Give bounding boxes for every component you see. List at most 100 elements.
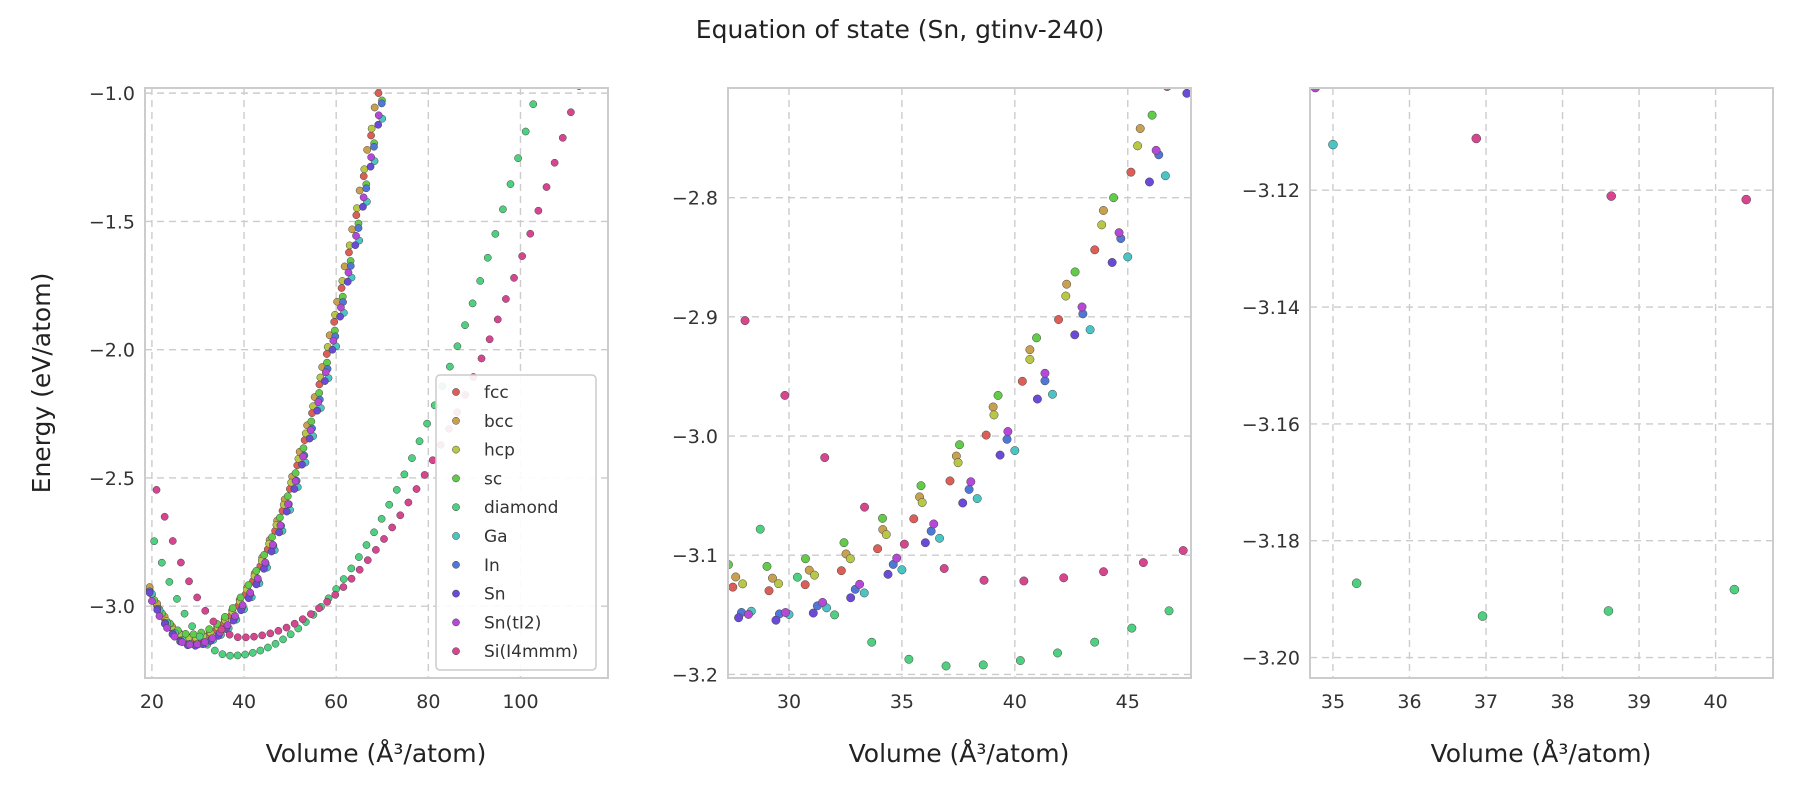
x-tick-label: 38 <box>1550 691 1574 713</box>
legend-label: Si(I4mmm) <box>484 642 578 662</box>
panel-3-frame <box>1309 87 1774 679</box>
data-point <box>917 498 927 507</box>
data-point <box>274 626 283 635</box>
data-point <box>743 609 753 619</box>
data-point <box>966 477 976 487</box>
data-point <box>1138 558 1148 568</box>
data-point <box>1015 656 1025 666</box>
data-point <box>347 564 356 573</box>
data-point <box>374 89 383 97</box>
data-point <box>284 500 292 508</box>
data-point <box>897 565 907 575</box>
data-point <box>1090 245 1100 255</box>
data-point <box>188 622 196 631</box>
data-point <box>354 224 363 232</box>
data-point <box>818 597 828 607</box>
data-point <box>385 500 394 509</box>
data-point <box>839 538 849 548</box>
data-point <box>228 604 237 612</box>
data-point <box>731 572 741 582</box>
data-point <box>728 582 738 592</box>
x-tick-label: 40 <box>1704 691 1728 713</box>
data-point <box>1147 110 1157 120</box>
data-point <box>291 477 300 486</box>
data-point <box>1054 315 1064 324</box>
panel-2-ticks: 30 35 40 45 −3.2 −3.1 −3.0 −2.9 −2.8 <box>672 188 1140 713</box>
data-point <box>178 638 187 647</box>
data-point <box>929 519 939 529</box>
data-point <box>218 650 227 659</box>
data-point <box>510 274 518 282</box>
data-point <box>408 454 416 462</box>
panel-2-grid <box>728 88 1191 678</box>
data-point <box>771 615 781 625</box>
data-point <box>558 133 567 142</box>
y-tick-label: −2.8 <box>672 188 718 210</box>
data-point <box>238 601 247 610</box>
data-point <box>781 608 790 617</box>
data-point <box>945 476 955 486</box>
data-point <box>314 398 323 406</box>
data-point <box>491 230 500 238</box>
data-point <box>236 593 245 602</box>
data-point <box>209 617 218 626</box>
data-point <box>446 362 454 371</box>
data-point <box>415 437 424 446</box>
data-point <box>267 547 276 556</box>
data-point <box>367 131 375 140</box>
data-point <box>916 481 926 491</box>
data-point <box>223 621 232 629</box>
data-point <box>185 577 193 586</box>
data-point <box>374 111 383 120</box>
data-point <box>859 588 869 598</box>
data-point <box>993 391 1003 400</box>
y-tick-label: −3.14 <box>1242 297 1300 319</box>
legend-label: Sn(tI2) <box>484 613 541 633</box>
data-point <box>514 154 522 163</box>
data-point <box>846 593 856 603</box>
data-point <box>260 551 269 559</box>
data-point <box>200 638 209 646</box>
data-point <box>173 595 181 603</box>
data-point <box>367 124 376 133</box>
data-point <box>157 558 166 567</box>
data-point <box>392 486 401 494</box>
data-point <box>780 390 790 400</box>
data-point <box>867 637 877 647</box>
data-point <box>226 651 234 660</box>
data-point <box>800 580 810 590</box>
data-point <box>244 581 253 589</box>
data-point <box>989 410 999 420</box>
data-point <box>307 610 315 618</box>
data-point <box>738 579 748 589</box>
legend-marker <box>452 647 460 656</box>
data-point <box>275 528 283 537</box>
legend-label: Sn <box>484 585 506 605</box>
data-point <box>1471 133 1482 144</box>
data-point <box>286 630 295 639</box>
data-point <box>1098 206 1108 215</box>
legend: fcc bcc hcp sc diamond Ga In Sn Sn(tI2) Si(I4mmm) <box>435 374 597 671</box>
data-point <box>233 633 242 642</box>
data-point <box>774 579 784 589</box>
data-point <box>1017 376 1027 386</box>
data-point <box>920 538 930 548</box>
data-point <box>370 528 378 537</box>
figure-title: Equation of state (Sn, gtinv-240) <box>696 15 1104 44</box>
data-point <box>764 586 774 596</box>
data-point <box>1002 434 1012 444</box>
data-point <box>855 579 865 589</box>
data-point <box>1109 193 1119 203</box>
data-point <box>231 612 239 620</box>
data-point <box>526 229 535 238</box>
data-point <box>1310 88 1321 93</box>
x-tick-label: 30 <box>777 691 801 713</box>
data-point <box>163 624 171 632</box>
data-point <box>258 631 266 640</box>
data-point <box>958 498 968 508</box>
data-point <box>873 544 883 554</box>
data-point <box>1477 611 1488 621</box>
panel-1-ticks: 20 40 60 80 100 −3.0 −2.5 −2.0 −1.5 −1.0 <box>89 83 539 713</box>
data-point <box>935 533 944 543</box>
data-point <box>1025 354 1035 364</box>
